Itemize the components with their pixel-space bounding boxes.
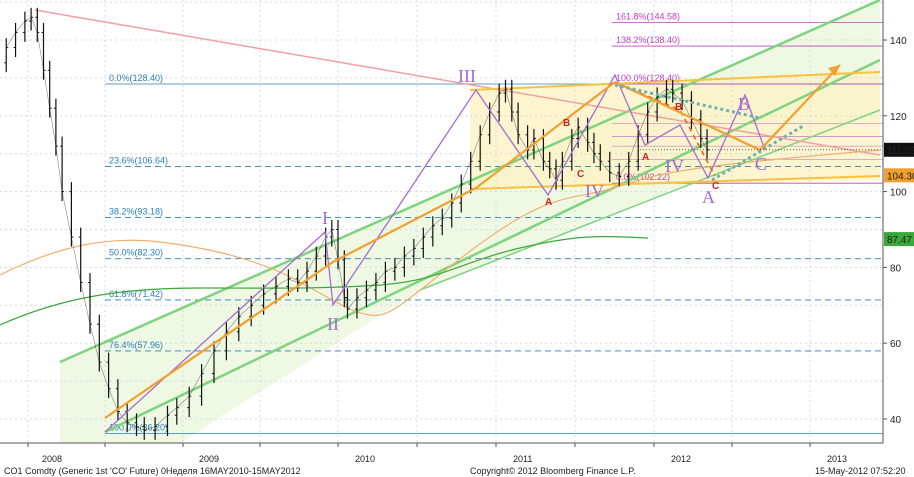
x-axis-panel [0, 443, 914, 477]
wave-label-i: I [322, 208, 328, 228]
y-tick-label: 100 [890, 188, 907, 199]
channel-inner-line [419, 109, 881, 291]
wave-label-ii: II [327, 314, 339, 334]
trend-lines [34, 0, 881, 434]
y-axis-panel [883, 0, 914, 443]
y-axis: 140 120 100 80 60 40 111.03 104.30 87.47 [640, 0, 914, 443]
fib-extension-label: 161.8%(144.58) [616, 12, 680, 22]
fib-level-label: 61.8%(71.42) [109, 289, 163, 299]
triangle-lower-line [469, 175, 881, 190]
x-tick-label: 2011 [513, 454, 532, 464]
moving-averages [0, 149, 881, 326]
projection-label-b: B [738, 94, 750, 114]
channel-upper-line [59, 0, 881, 364]
fibonacci-extension: 161.8%(144.58) 138.2%(138.40) 100.0%(128.4… [612, 12, 883, 184]
wave-label-c-small: C [712, 181, 719, 192]
projection-label-iv: IV [665, 156, 684, 176]
background-layer [60, 0, 880, 443]
fib-level-label: 0.0%(128.40) [109, 73, 163, 83]
wave-label-iv: IV [585, 181, 604, 201]
price-close-line [5, 16, 708, 431]
x-tick-label: 2013 [827, 454, 847, 464]
x-tick-label: 2009 [199, 454, 219, 464]
y-tick-label: 80 [890, 263, 902, 274]
projection-dashed [614, 81, 716, 177]
y-tick-label: 120 [890, 112, 907, 123]
correction-label-a: A [545, 197, 552, 208]
fib-extension-label: 138.2%(138.40) [616, 35, 680, 45]
fib-level-label: 50.0%(82.30) [109, 248, 163, 258]
projection-label-a: A [702, 187, 715, 207]
wave-label-iii: III [458, 66, 476, 86]
long-resistance-line [34, 9, 881, 156]
x-tick-label: 2012 [671, 454, 691, 464]
channel-lower-line [104, 58, 881, 434]
footer-timestamp: 15-May-2012 07:52:20 [815, 466, 906, 476]
fib-level-label: 76.4%(57.96) [109, 340, 163, 350]
wave-label-b-small: B [675, 102, 682, 113]
moving-average-orange [0, 149, 881, 316]
level-tag-green [884, 232, 914, 247]
price-series [4, 7, 710, 440]
moving-average-green [0, 235, 649, 326]
fib-level-label: 38.2%(93.18) [109, 206, 163, 216]
footer-security: CO1 Comdty (Generic 1st 'CO' Future) 0Не… [4, 466, 301, 476]
level-label-orange: 104.30 [887, 171, 914, 182]
last-price-label: 111.03 [887, 146, 914, 157]
wave-label-a-small: A [642, 152, 649, 163]
wave-path [104, 73, 766, 433]
y-tick-label: 40 [890, 415, 902, 426]
fib-level-label: 23.6%(106.64) [109, 155, 168, 165]
wave-trend-orange [104, 81, 616, 419]
x-tick-label: 2008 [42, 454, 62, 464]
correction-label-c: C [577, 169, 584, 180]
triangle-upper-line [469, 71, 881, 91]
projection-label-c: C [755, 154, 767, 174]
footer: CO1 Comdty (Generic 1st 'CO' Future) 0Не… [4, 466, 906, 476]
level-label-green: 87.47 [887, 235, 912, 246]
projection-arrowhead [828, 65, 840, 76]
last-price-tag [884, 142, 914, 157]
y-tick-label: 140 [890, 36, 907, 47]
x-axis: 2008 2009 2010 2011 2012 2013 [0, 442, 914, 477]
level-tag-orange [884, 168, 914, 183]
grid [0, 0, 883, 443]
fib-extension-label: 0.0%(102.22) [616, 172, 670, 182]
x-tick-label: 2010 [355, 454, 375, 464]
fib-extension-label: 100.0%(128.40) [616, 73, 680, 83]
y-tick-label: 60 [890, 339, 902, 350]
footer-copyright: Copyright© 2012 Bloomberg Finance L.P. [470, 466, 636, 476]
triangle-zone-fill [470, 70, 880, 190]
triangle-dotted-upper [614, 83, 761, 120]
correction-label-b: B [563, 118, 570, 129]
